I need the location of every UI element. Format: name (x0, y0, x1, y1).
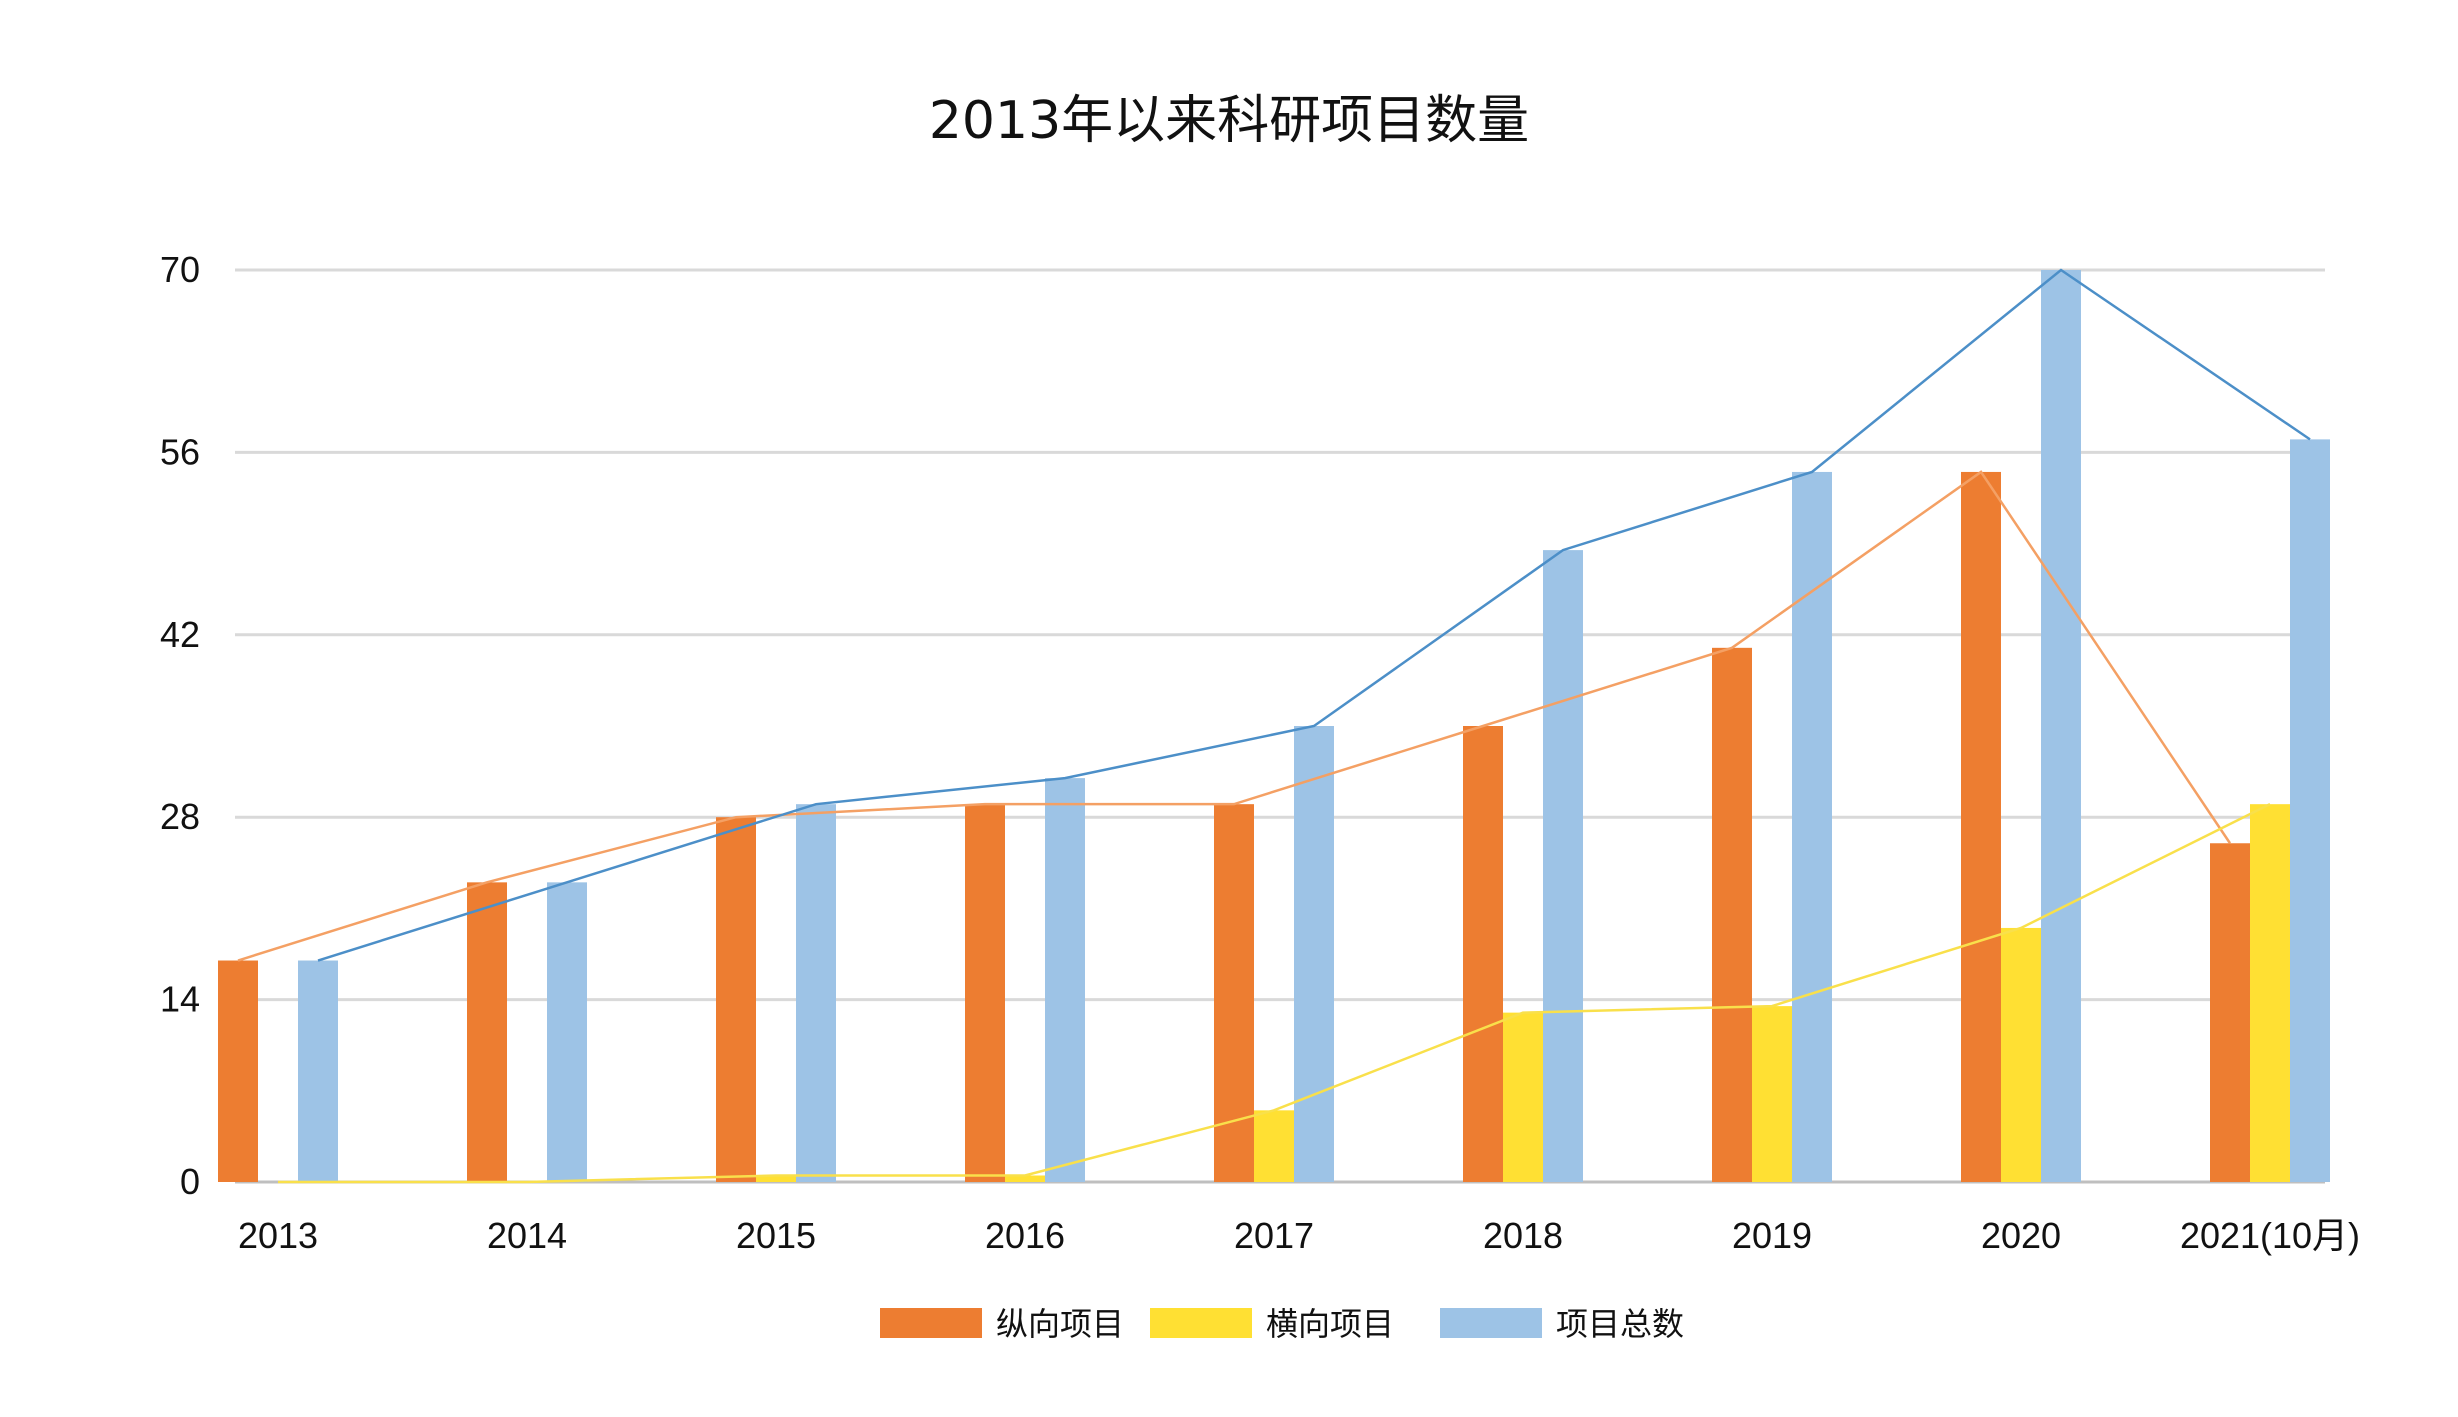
bar-horizontal (1752, 1006, 1792, 1182)
x-tick-label: 2015 (736, 1215, 816, 1256)
bar-horizontal (1005, 1175, 1045, 1182)
bar-vertical (716, 817, 756, 1182)
x-tick-label: 2018 (1483, 1215, 1563, 1256)
legend: 纵向项目 横向项目 项目总数 (880, 1305, 1684, 1343)
bar-total (1045, 778, 1085, 1182)
series-line-horizontal (278, 803, 2271, 1184)
bar-horizontal (1503, 1012, 1543, 1182)
bar-vertical (1712, 647, 1752, 1182)
bar-vertical (218, 960, 258, 1182)
x-axis: 2013 2014 2015 2016 2017 2018 2019 2020 2021(10月… (238, 1215, 2360, 1256)
legend-label: 纵向项目 (996, 1305, 1124, 1343)
y-tick-label: 28 (160, 796, 200, 837)
bars (218, 270, 2330, 1182)
chart-title: 2013年以来科研项目数量 (929, 91, 1529, 151)
legend-swatch (880, 1308, 982, 1338)
x-tick-label: 2014 (487, 1215, 567, 1256)
bar-total (1294, 726, 1334, 1182)
series-line-vertical (237, 470, 2232, 962)
bar-vertical (1961, 471, 2001, 1182)
x-tick-label: 2013 (238, 1215, 318, 1256)
x-tick-label: 2017 (1234, 1215, 1314, 1256)
bar-vertical (2210, 843, 2250, 1182)
y-axis: 0 14 28 42 56 70 (160, 249, 200, 1202)
x-tick-label: 2016 (985, 1215, 1065, 1256)
bar-horizontal (2250, 804, 2290, 1182)
series-line-total (317, 268, 2311, 962)
bar-vertical (965, 804, 1005, 1182)
x-tick-label: 2019 (1732, 1215, 1812, 1256)
y-tick-label: 70 (160, 249, 200, 290)
bar-total (1792, 471, 1832, 1182)
legend-swatch (1440, 1308, 1542, 1338)
bar-total (2041, 270, 2081, 1182)
bar-total (1543, 550, 1583, 1182)
bar-total (298, 960, 338, 1182)
legend-label: 横向项目 (1266, 1305, 1394, 1343)
y-tick-label: 14 (160, 979, 200, 1020)
x-tick-label: 2020 (1981, 1215, 2061, 1256)
bar-vertical (467, 882, 507, 1182)
bar-total (547, 882, 587, 1182)
y-tick-label: 56 (160, 431, 200, 472)
bar-horizontal (756, 1175, 796, 1182)
bar-horizontal (2001, 927, 2041, 1182)
bar-total (2290, 439, 2330, 1182)
series-lines (237, 268, 2311, 1184)
legend-swatch (1150, 1308, 1252, 1338)
legend-label: 项目总数 (1556, 1305, 1684, 1343)
y-tick-label: 42 (160, 614, 200, 655)
bar-vertical (1214, 804, 1254, 1182)
bar-total (796, 804, 836, 1182)
bar-horizontal (1254, 1110, 1294, 1182)
bar-vertical (1463, 726, 1503, 1182)
y-tick-label: 0 (180, 1161, 200, 1202)
x-tick-label: 2021(10月) (2180, 1215, 2360, 1256)
